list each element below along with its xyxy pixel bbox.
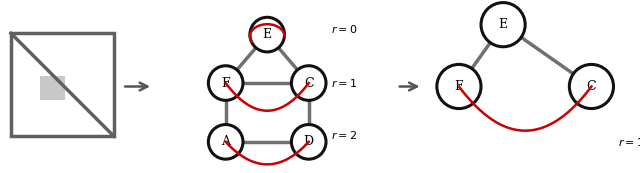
Text: A: A [221,135,230,148]
Circle shape [291,66,326,100]
Circle shape [437,64,481,109]
Text: F: F [221,76,230,90]
Circle shape [209,66,243,100]
Bar [40,76,65,101]
Text: C: C [587,80,596,93]
Text: $r = 0$: $r = 0$ [332,23,358,35]
Text: C: C [304,76,314,90]
Text: F: F [454,80,463,93]
Circle shape [291,125,326,159]
Text: $r = 1$: $r = 1$ [332,77,357,89]
Circle shape [481,3,525,47]
Text: E: E [499,18,508,31]
Text: E: E [262,28,272,41]
Circle shape [209,125,243,159]
Text: D: D [303,135,314,148]
Circle shape [570,64,614,109]
Text: $r = 2$: $r = 2$ [332,129,357,141]
Text: $r = 1$: $r = 1$ [618,136,640,148]
Circle shape [250,17,285,52]
